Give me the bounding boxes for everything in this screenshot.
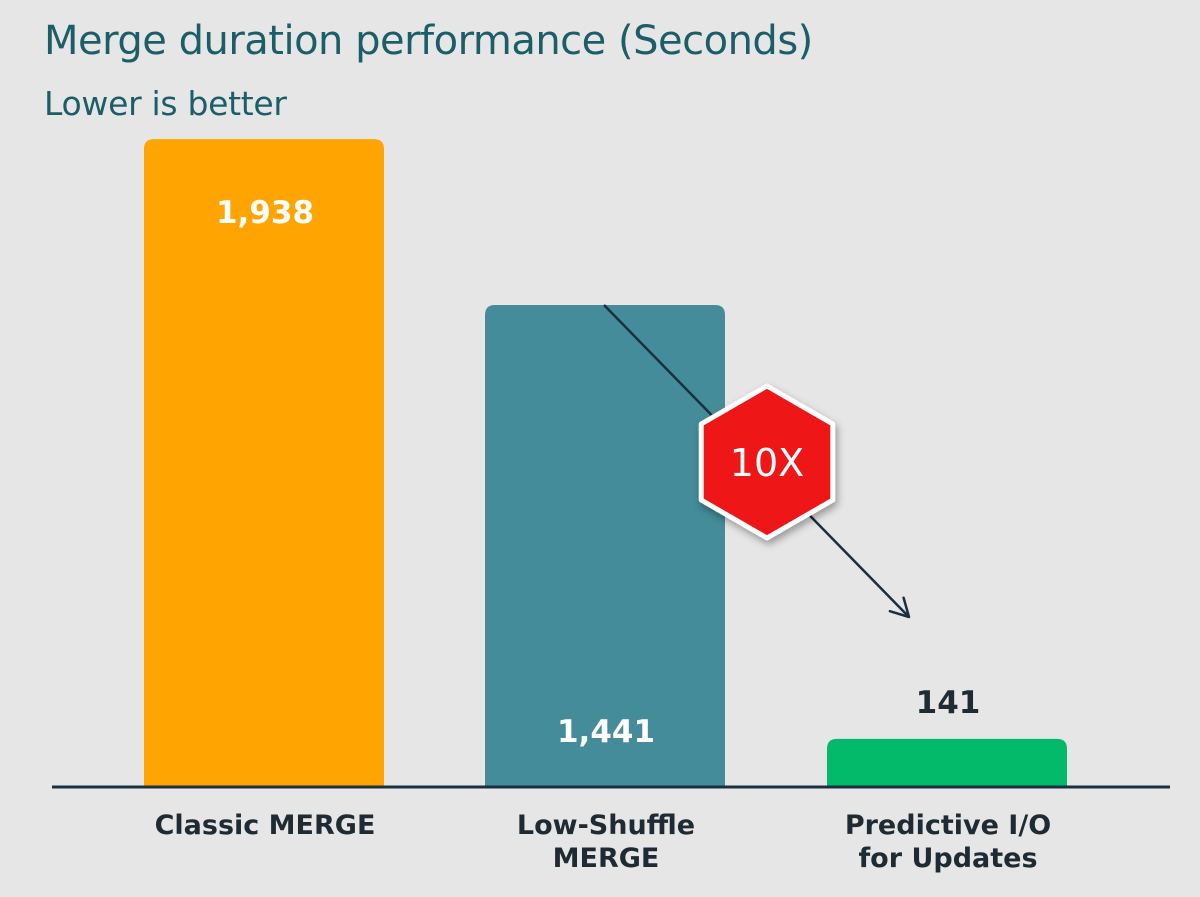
chart-subtitle: Lower is better — [44, 84, 287, 123]
chart-title: Merge duration performance (Seconds) — [44, 18, 813, 64]
trend-arrow-head — [888, 596, 911, 619]
bar-1 — [485, 305, 725, 786]
data-label-2: 141 — [916, 685, 981, 721]
improvement-hexagon-badge — [698, 383, 836, 541]
improvement-badge-label: 10X — [730, 441, 804, 485]
category-label-2-line-0: Predictive I/O — [845, 810, 1051, 841]
bar-2 — [827, 738, 1067, 786]
category-label-0: Classic MERGE — [155, 810, 376, 841]
bar-0 — [144, 139, 384, 786]
category-label-2-line-1: for Updates — [858, 843, 1037, 874]
data-label-0: 1,938 — [216, 195, 314, 231]
category-label-1-line-0: Low-Shuffle — [517, 810, 695, 841]
data-label-1: 1,441 — [557, 714, 655, 750]
category-label-1-line-1: MERGE — [553, 843, 660, 874]
